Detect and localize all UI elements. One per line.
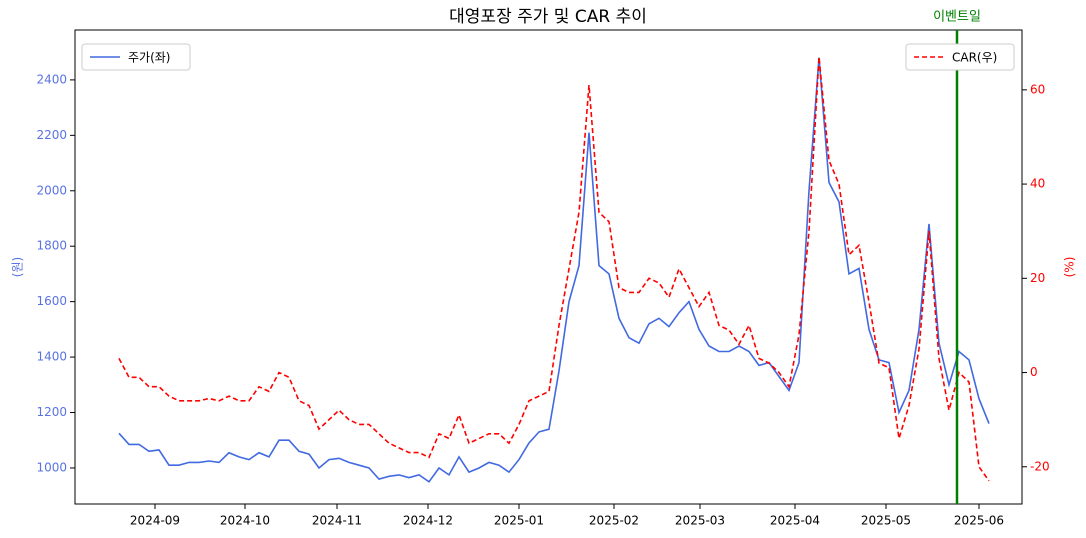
x-tick-label: 2024-09: [130, 514, 180, 528]
event-label: 이벤트일: [933, 10, 981, 25]
y-tick-label: 1000: [36, 460, 67, 474]
x-tick-label: 2025-03: [675, 514, 725, 528]
y-axis-label: (원): [11, 257, 25, 277]
legend-box: [905, 43, 1015, 71]
y2-axis-label: (%): [1063, 257, 1077, 278]
x-tick-label: 2024-11: [312, 514, 362, 528]
y2-tick-label: 0: [1030, 365, 1038, 379]
y-tick-label: 1800: [36, 239, 67, 253]
plot-frame: [74, 29, 1023, 505]
x-tick-label: 2025-05: [861, 514, 911, 528]
x-tick-label: 2025-04: [770, 514, 820, 528]
x-tick-label: 2025-02: [589, 514, 639, 528]
y-tick-label: 1600: [36, 294, 67, 308]
x-tick-label: 2024-12: [403, 514, 453, 528]
y2-tick-label: 60: [1030, 82, 1045, 96]
y-tick-label: 1400: [36, 350, 67, 364]
y-tick-label: 2000: [36, 183, 67, 197]
series-line: [118, 56, 990, 482]
x-tick-label: 2025-06: [954, 514, 1004, 528]
chart-title: 대영포장 주가 및 CAR 추이: [449, 7, 647, 27]
series-line: [118, 57, 990, 483]
legend-box: [81, 43, 191, 71]
y-tick-label: 2200: [36, 128, 67, 142]
y2-tick-label: 20: [1030, 271, 1045, 285]
y-tick-label: 2400: [36, 72, 67, 86]
legend-label: 주가(좌): [128, 51, 170, 65]
y2-tick-label: 40: [1030, 177, 1045, 191]
x-tick-label: 2024-10: [220, 514, 270, 528]
y-tick-label: 1200: [36, 405, 67, 419]
y2-tick-label: -20: [1030, 459, 1050, 473]
x-tick-label: 2025-01: [494, 514, 544, 528]
legend-label: CAR(우): [952, 51, 997, 65]
